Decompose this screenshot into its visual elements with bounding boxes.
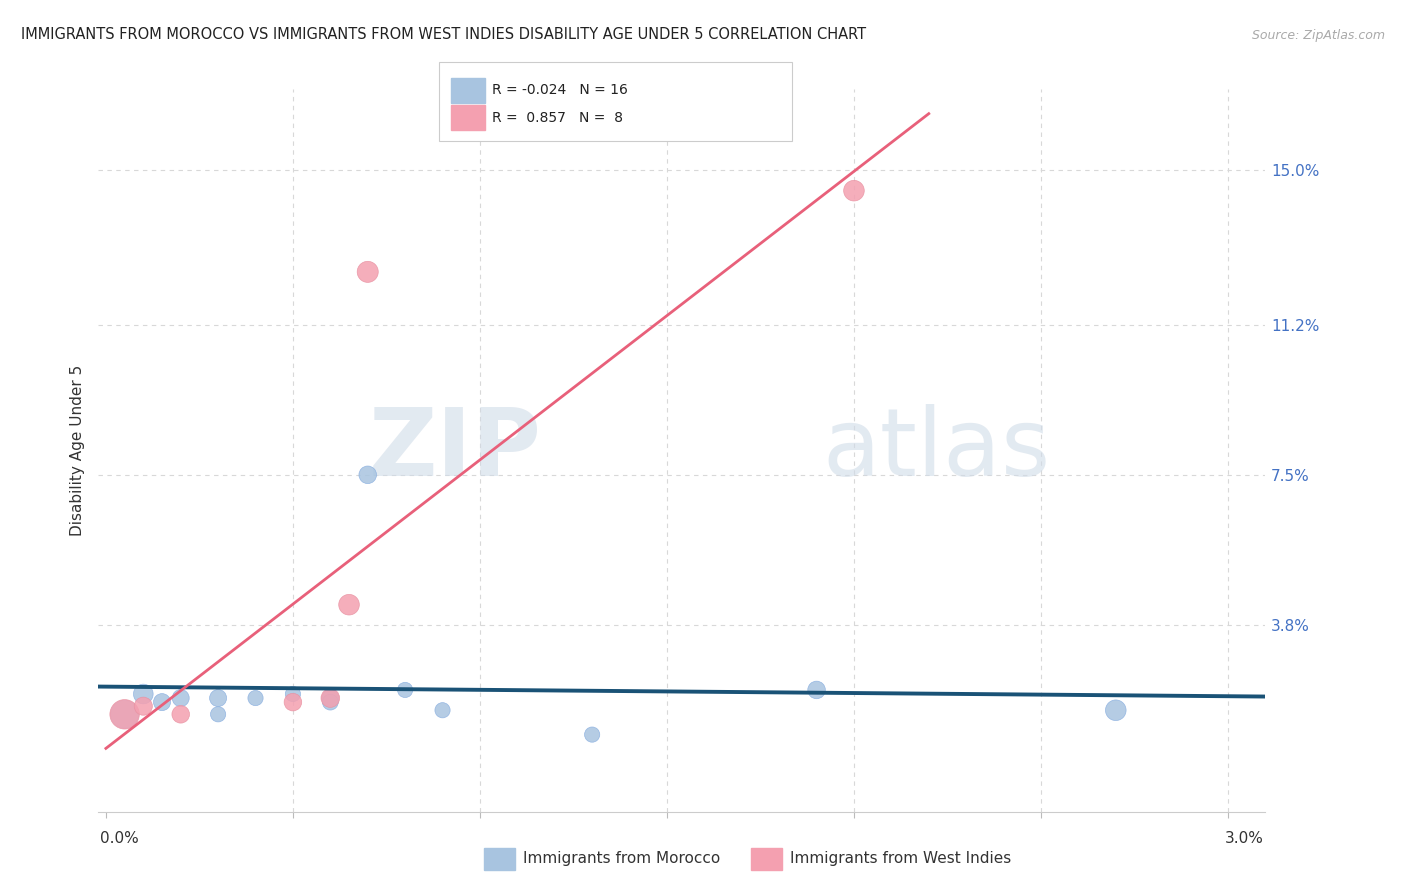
Text: R = -0.024   N = 16: R = -0.024 N = 16 xyxy=(492,83,628,97)
Point xyxy=(281,695,304,709)
Point xyxy=(132,699,155,714)
Point xyxy=(281,687,304,701)
Point xyxy=(207,707,229,722)
Point xyxy=(319,695,342,709)
Point xyxy=(114,707,136,722)
Point xyxy=(150,695,173,709)
Text: IMMIGRANTS FROM MOROCCO VS IMMIGRANTS FROM WEST INDIES DISABILITY AGE UNDER 5 CO: IMMIGRANTS FROM MOROCCO VS IMMIGRANTS FR… xyxy=(21,28,866,42)
Point xyxy=(806,682,828,697)
Point xyxy=(432,703,454,717)
Text: atlas: atlas xyxy=(823,404,1050,497)
Point xyxy=(1105,703,1128,717)
Point xyxy=(114,707,136,722)
Point xyxy=(170,707,193,722)
Point xyxy=(581,728,603,742)
Point xyxy=(207,691,229,706)
Point xyxy=(132,687,155,701)
Point xyxy=(245,691,267,706)
Text: ZIP: ZIP xyxy=(368,404,541,497)
Point xyxy=(842,184,865,198)
Point xyxy=(394,682,416,697)
Point xyxy=(357,467,380,482)
Text: 0.0%: 0.0% xyxy=(100,831,139,846)
Point xyxy=(170,691,193,706)
Text: R =  0.857   N =  8: R = 0.857 N = 8 xyxy=(492,111,623,125)
Point xyxy=(319,691,342,706)
Text: 3.0%: 3.0% xyxy=(1225,831,1264,846)
Point xyxy=(357,265,380,279)
Y-axis label: Disability Age Under 5: Disability Age Under 5 xyxy=(70,365,86,536)
Point xyxy=(337,598,360,612)
Text: Source: ZipAtlas.com: Source: ZipAtlas.com xyxy=(1251,29,1385,42)
Text: Immigrants from West Indies: Immigrants from West Indies xyxy=(790,852,1011,866)
Text: Immigrants from Morocco: Immigrants from Morocco xyxy=(523,852,720,866)
Point xyxy=(319,691,342,706)
